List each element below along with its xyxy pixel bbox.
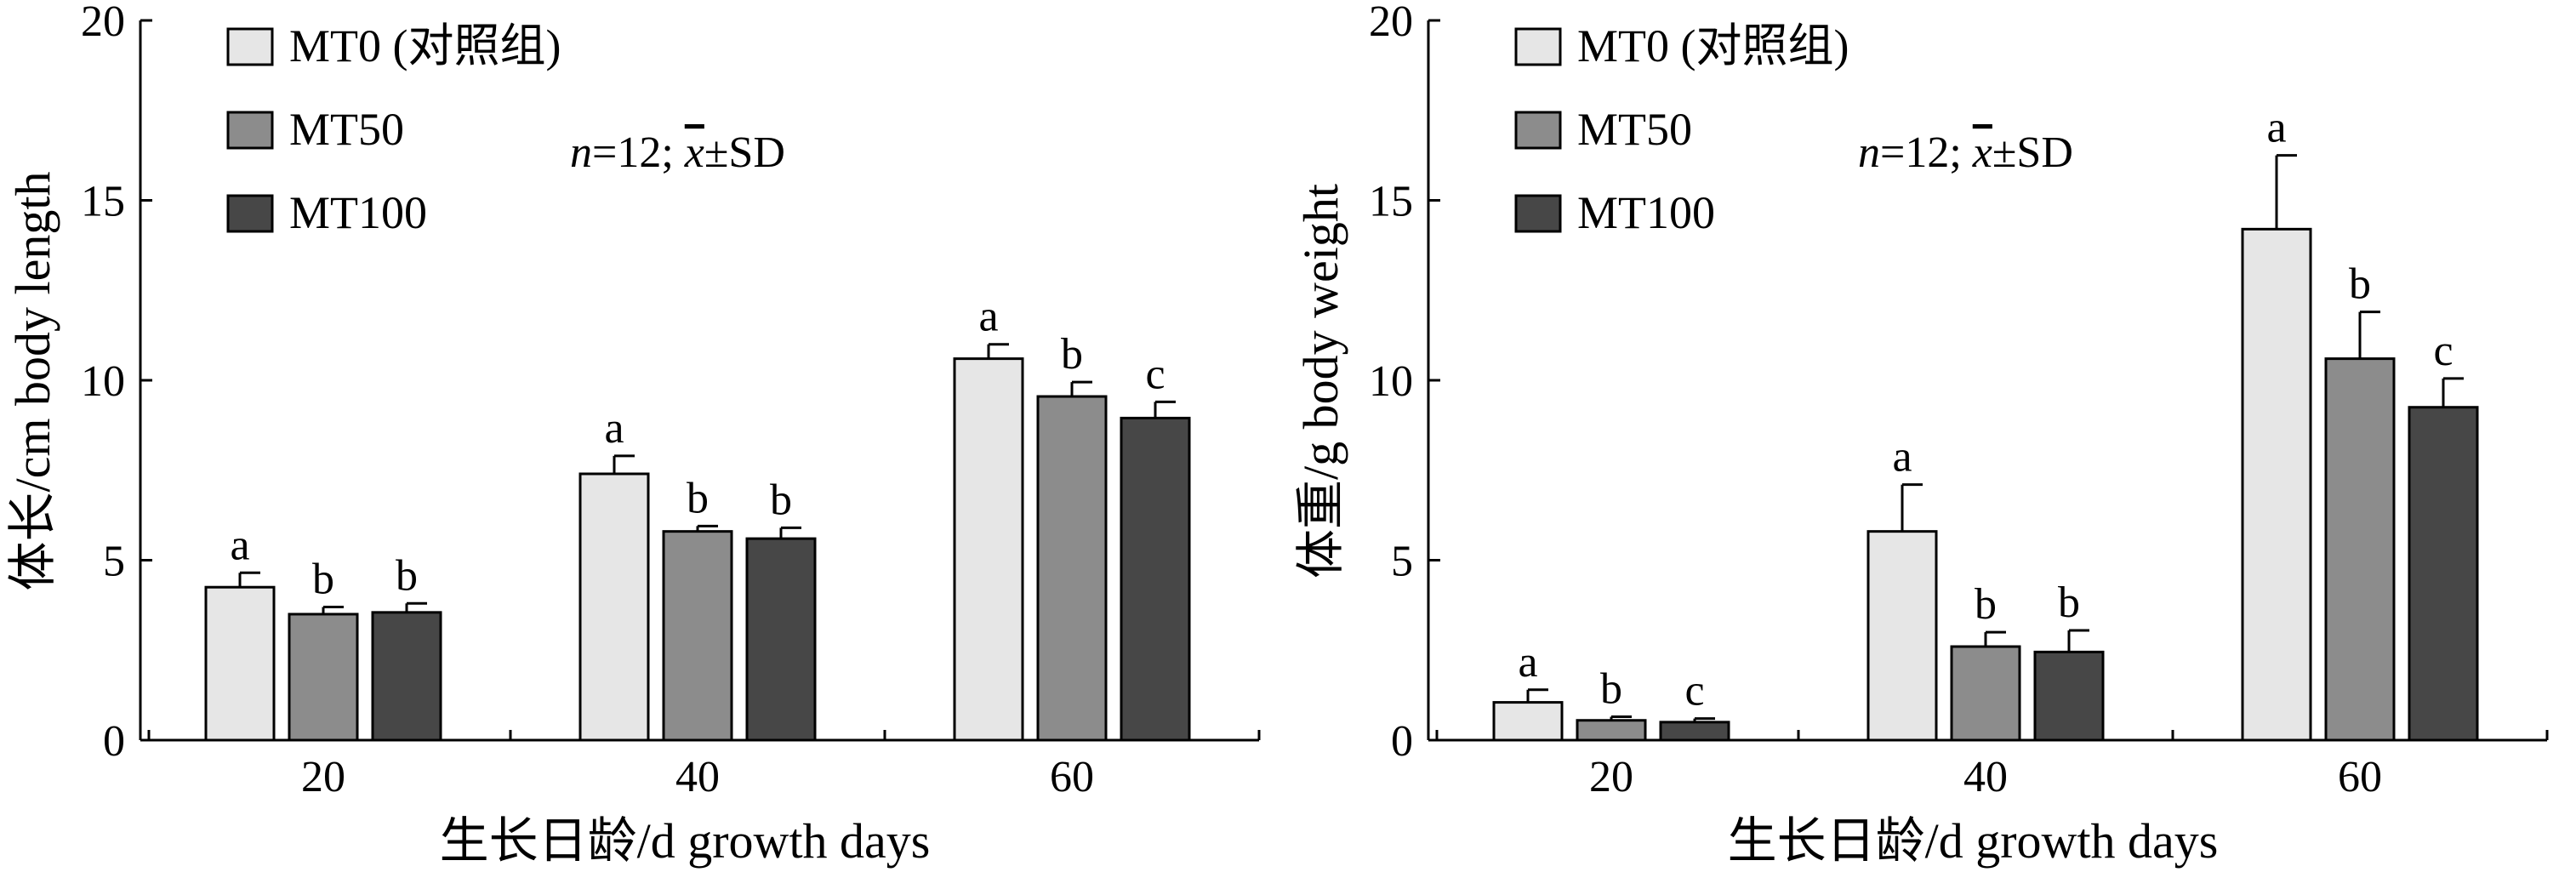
bar — [578, 472, 650, 742]
y-axis-title: 体长/cm body length — [5, 172, 60, 591]
bar — [1576, 719, 1647, 742]
x-tick-label: 40 — [1963, 753, 2008, 801]
y-tick-label: 15 — [1369, 178, 1413, 226]
bar — [1950, 645, 2021, 742]
annotation-count: =12; — [1880, 128, 1973, 177]
bar — [1120, 416, 1191, 742]
significance-label: b — [1061, 330, 1083, 379]
x-axis-title: 生长日龄/d growth days — [1728, 813, 2219, 869]
significance-label: c — [1684, 667, 1704, 715]
significance-label: b — [2349, 260, 2371, 309]
legend-label: MT50 — [289, 104, 404, 155]
y-tick-label: 20 — [81, 0, 125, 46]
legend-swatch — [1514, 111, 1562, 150]
significance-label: a — [2266, 104, 2286, 152]
significance-label: c — [1145, 350, 1165, 398]
bar — [1036, 395, 1108, 742]
y-tick-label: 10 — [81, 357, 125, 406]
x-tick-label: 40 — [675, 753, 720, 801]
bar — [288, 613, 359, 742]
body-length-chart: 0 5 10 15 20 20 40 60 a a a b b b b b c 生长日龄/d growth day… — [5, 0, 1261, 869]
bar — [1866, 530, 1938, 742]
annotation-n: n — [1858, 128, 1880, 177]
annotation-mean: x — [1972, 128, 1992, 177]
y-tick-label: 5 — [1391, 538, 1413, 586]
stats-annotation: n=12; x±SD — [1858, 128, 2073, 177]
significance-label: b — [396, 551, 418, 600]
bar — [2033, 650, 2105, 742]
bar — [2241, 227, 2312, 742]
annotation-count: =12; — [592, 128, 685, 177]
y-tick-label: 15 — [81, 178, 125, 226]
legend-label: MT100 — [1577, 187, 1715, 238]
y-tick-label: 20 — [1369, 0, 1413, 46]
y-tick-label: 5 — [103, 538, 125, 586]
annotation-sd: ±SD — [704, 128, 785, 177]
legend-label: MT50 — [1577, 104, 1692, 155]
bar — [204, 585, 276, 742]
significance-label: a — [1892, 433, 1912, 482]
significance-label: c — [2433, 327, 2453, 375]
bar — [1492, 701, 1564, 742]
x-tick-label: 20 — [1589, 753, 1633, 801]
body-weight-chart: 0 5 10 15 20 20 40 60 a a a b b b c b c 生长日龄/d growth day… — [1293, 0, 2549, 869]
bar — [371, 611, 442, 742]
y-tick-label: 10 — [1369, 357, 1413, 406]
y-axis-title: 体重/g body weight — [1293, 184, 1348, 578]
legend-swatch — [226, 194, 274, 233]
legend-swatch — [1514, 27, 1562, 66]
x-tick-label: 60 — [2338, 753, 2382, 801]
stats-annotation: n=12; x±SD — [570, 128, 785, 177]
bar — [662, 530, 733, 742]
significance-label: b — [2058, 578, 2080, 627]
annotation-n: n — [570, 128, 592, 177]
bar — [2324, 357, 2396, 742]
significance-label: b — [1975, 580, 1997, 629]
significance-label: a — [978, 293, 998, 341]
significance-label: b — [770, 476, 792, 524]
bar — [953, 357, 1024, 742]
significance-label: b — [687, 474, 709, 522]
annotation-sd: ±SD — [1992, 128, 2073, 177]
legend-swatch — [226, 111, 274, 150]
legend-label: MT0 (对照组) — [1577, 20, 1849, 71]
annotation-mean: x — [684, 128, 704, 177]
significance-label: a — [1518, 638, 1537, 687]
significance-label: a — [604, 404, 624, 453]
legend-label: MT0 (对照组) — [289, 20, 561, 71]
bar — [745, 537, 817, 742]
legend-swatch — [1514, 194, 1562, 233]
significance-label: b — [1600, 665, 1622, 714]
x-axis-title: 生长日龄/d growth days — [440, 813, 931, 869]
bar — [2408, 406, 2479, 742]
legend-swatch — [226, 27, 274, 66]
y-tick-label: 0 — [1391, 717, 1413, 766]
significance-label: b — [312, 555, 334, 603]
legend-label: MT100 — [289, 187, 427, 238]
bar — [1659, 721, 1730, 742]
y-tick-label: 0 — [103, 717, 125, 766]
x-tick-label: 20 — [301, 753, 345, 801]
x-tick-label: 60 — [1050, 753, 1094, 801]
significance-label: a — [230, 521, 249, 569]
